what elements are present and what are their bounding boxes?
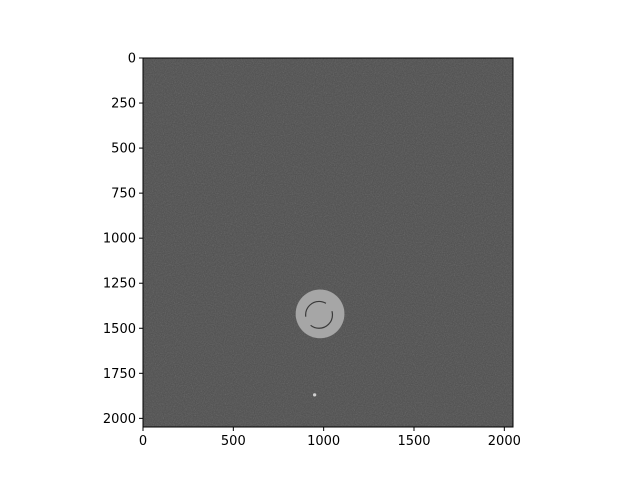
- y-tick-label: 250: [111, 97, 136, 112]
- x-tick-label: 0: [139, 434, 147, 449]
- y-tick-label: 1500: [103, 322, 136, 337]
- image-features: [295, 289, 345, 397]
- x-tick-label: 2000: [488, 434, 521, 449]
- y-tick-label: 1250: [103, 277, 136, 292]
- plot-area: [142, 57, 514, 428]
- y-axis: 0 250 500 750 1000 1250 1500 1750 2000: [103, 52, 143, 427]
- y-tick-label: 1750: [103, 367, 136, 382]
- y-tick-label: 0: [128, 52, 136, 67]
- x-tick-label: 1500: [397, 434, 430, 449]
- x-axis: 0 500 1000 1500 2000: [139, 427, 521, 449]
- bright-disk: [295, 289, 345, 339]
- y-tick-label: 1000: [103, 232, 136, 247]
- bright-speck: [313, 393, 317, 397]
- x-tick-label: 1000: [307, 434, 340, 449]
- y-tick-label: 500: [111, 142, 136, 157]
- disk-inner-ring: [305, 300, 334, 329]
- y-tick-label: 2000: [103, 412, 136, 427]
- image-background: [143, 58, 513, 427]
- x-tick-label: 500: [221, 434, 246, 449]
- y-tick-label: 750: [111, 187, 136, 202]
- plot-frame: [142, 57, 514, 428]
